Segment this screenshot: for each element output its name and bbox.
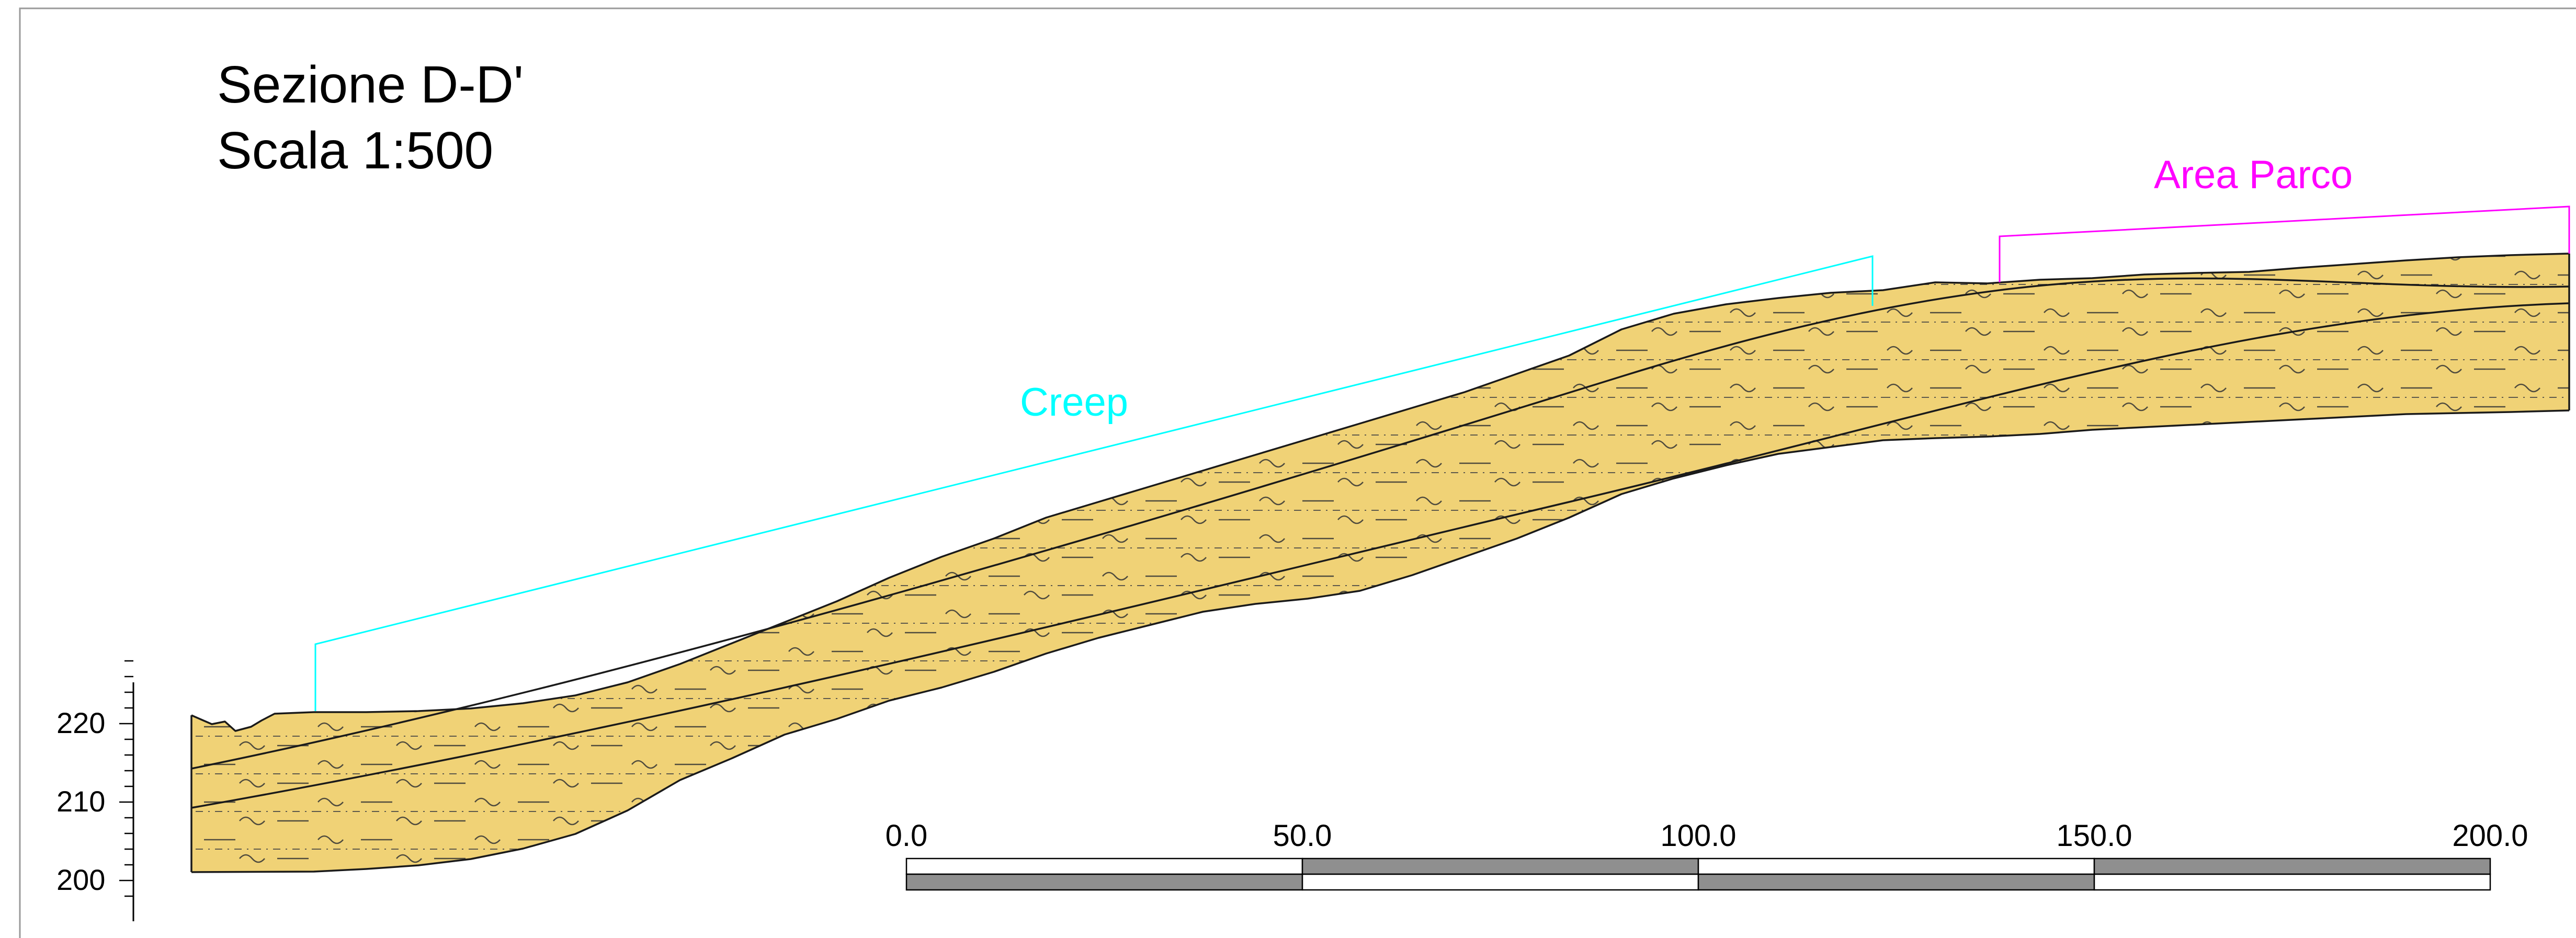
scale-bar-bottom-seg-3 — [1697, 873, 2095, 891]
sheet-frame — [19, 7, 2576, 938]
layer-base-line — [191, 409, 2570, 873]
scale-bar-bottom-seg-2 — [1301, 873, 1699, 891]
section-title: Sezione D-D' — [217, 55, 524, 114]
scale-bar-top-seg-2 — [1301, 857, 1699, 875]
scale-label-150: 150.0 — [2056, 819, 2132, 853]
scale-bar-bottom-seg-1 — [905, 873, 1303, 891]
internal-boundary-lower — [191, 302, 2570, 809]
lithology-hatch — [191, 254, 2569, 872]
elevation-label-220: 220 — [56, 706, 105, 739]
scale-bar: 0.0 50.0 100.0 150.0 200.0 — [886, 819, 2528, 891]
scale-label-200: 200.0 — [2452, 819, 2528, 853]
scale-bar-top-seg-3 — [1697, 857, 2095, 875]
creep-label: Creep — [1020, 380, 1128, 425]
scale-bar-bottom-seg-4 — [2093, 873, 2491, 891]
scale-bar-top-seg-1 — [905, 857, 1303, 875]
scale-label-0: 0.0 — [886, 819, 928, 853]
scale-bar-top-seg-4 — [2093, 857, 2491, 875]
elevation-label-200: 200 — [56, 863, 105, 896]
elevation-label-210: 210 — [56, 785, 105, 818]
section-scale: Scala 1:500 — [217, 121, 493, 180]
elevation-axis: 220 210 200 — [56, 660, 134, 921]
internal-boundary-upper — [191, 277, 2570, 770]
scale-label-100: 100.0 — [1660, 819, 1736, 853]
ground-surface-line — [191, 253, 2570, 732]
scale-label-50: 50.0 — [1273, 819, 1332, 853]
area-parco-label: Area Parco — [2154, 153, 2353, 197]
area-parco-bracket — [1999, 205, 2570, 282]
creep-bracket — [314, 255, 1874, 711]
